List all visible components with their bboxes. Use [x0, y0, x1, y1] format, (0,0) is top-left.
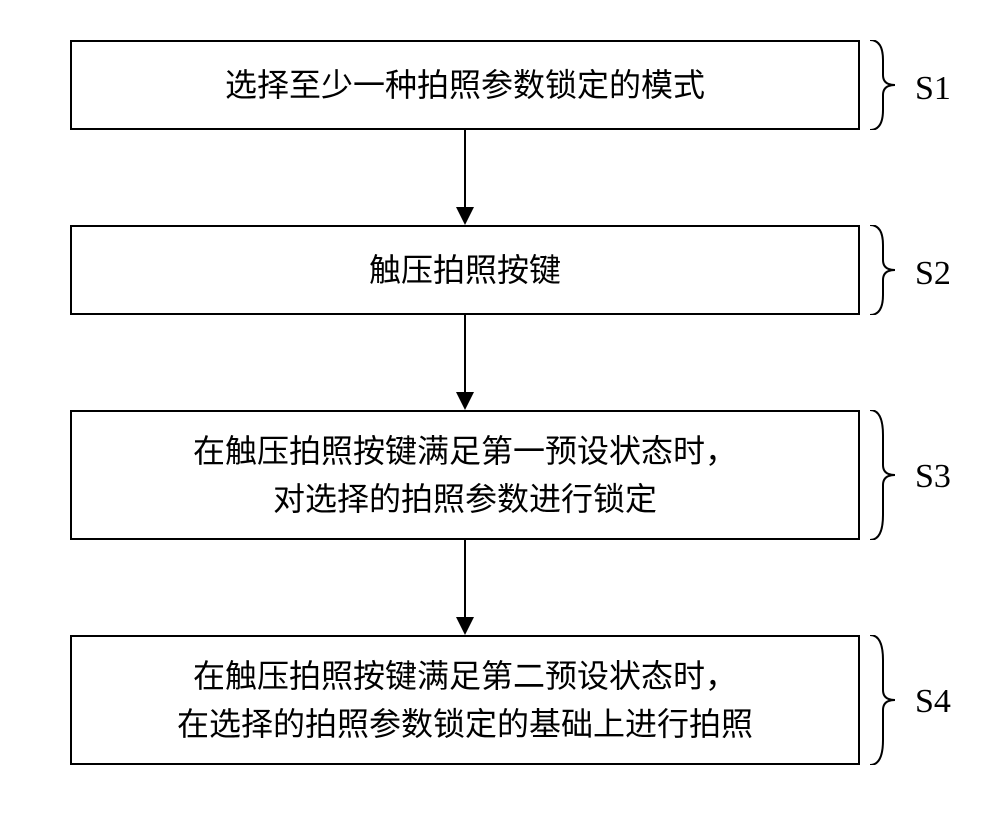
flow-node-s3: 在触压拍照按键满足第一预设状态时， 对选择的拍照参数进行锁定 — [70, 410, 860, 540]
flow-node-s1-text: 选择至少一种拍照参数锁定的模式 — [225, 61, 705, 109]
flow-node-s3-text: 在触压拍照按键满足第一预设状态时， 对选择的拍照参数进行锁定 — [193, 427, 737, 523]
arrow-3-line — [464, 540, 466, 617]
brace-s1 — [865, 40, 905, 130]
flowchart-canvas: 选择至少一种拍照参数锁定的模式 S1 触压拍照按键 S2 在触压拍照按键满足第一… — [0, 0, 1000, 820]
flow-node-s2-text: 触压拍照按键 — [369, 246, 561, 294]
brace-s3 — [865, 410, 905, 540]
flow-label-s1: S1 — [915, 70, 951, 108]
flow-node-s2: 触压拍照按键 — [70, 225, 860, 315]
arrow-3-head — [456, 617, 474, 635]
flow-label-s3: S3 — [915, 458, 951, 496]
flow-node-s1: 选择至少一种拍照参数锁定的模式 — [70, 40, 860, 130]
brace-s4 — [865, 635, 905, 765]
arrow-2-line — [464, 315, 466, 392]
arrow-1-head — [456, 207, 474, 225]
brace-s2 — [865, 225, 905, 315]
flow-label-s4: S4 — [915, 683, 951, 721]
arrow-1-line — [464, 130, 466, 207]
arrow-2-head — [456, 392, 474, 410]
flow-node-s4: 在触压拍照按键满足第二预设状态时， 在选择的拍照参数锁定的基础上进行拍照 — [70, 635, 860, 765]
flow-label-s2: S2 — [915, 255, 951, 293]
flow-node-s4-text: 在触压拍照按键满足第二预设状态时， 在选择的拍照参数锁定的基础上进行拍照 — [177, 652, 753, 748]
